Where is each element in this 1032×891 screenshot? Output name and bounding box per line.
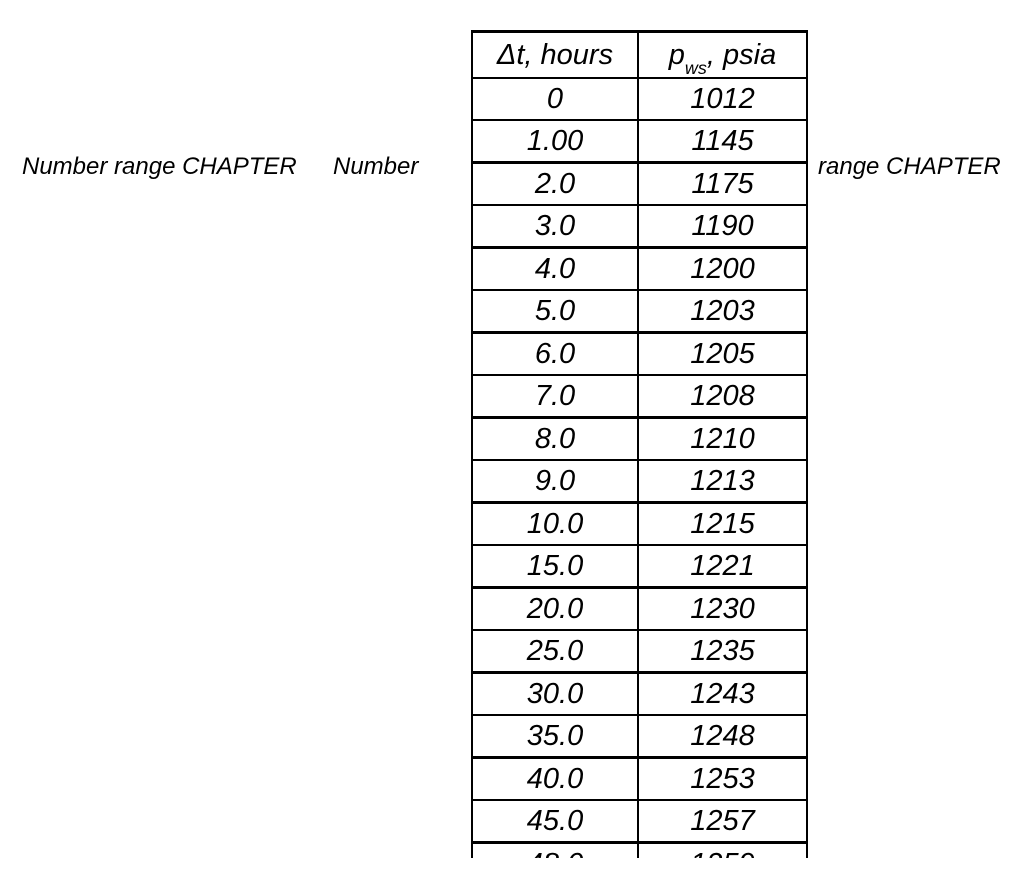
table-row: 45.0 1257 [472, 800, 807, 844]
table-row: 20.0 1230 [472, 587, 807, 631]
table-row: 35.0 1248 [472, 715, 807, 759]
header-row: Δt, hours pws, psia [472, 31, 807, 79]
table-row: 2.0 1175 [472, 162, 807, 206]
table-row: 6.0 1205 [472, 332, 807, 376]
pws-value-cell: 1208 [638, 375, 807, 419]
delta-t-value-cell: 35.0 [472, 715, 639, 759]
delta-t-value-cell: 0 [472, 78, 639, 121]
pws-value-cell: 1203 [638, 290, 807, 334]
pws-value-cell: 1145 [638, 120, 807, 164]
delta-t-value-cell: 15.0 [472, 545, 639, 589]
pws-base: p [668, 38, 685, 71]
table-row: 15.0 1221 [472, 545, 807, 589]
left-caption-number: Number [333, 153, 419, 180]
pws-value-cell: 1175 [638, 162, 807, 206]
pws-value-cell: 1210 [638, 417, 807, 461]
pws-value-cell: 1243 [638, 672, 807, 716]
pressure-table-container: Δt, hours pws, psia 0 1012 1.00 1145 2.0 1175… [471, 30, 816, 858]
delta-t-value-cell: 10.0 [472, 502, 639, 546]
right-caption-text: range CHAPTER [818, 153, 1001, 180]
pws-value-cell: 1221 [638, 545, 807, 589]
pws-value-cell: 1190 [638, 205, 807, 249]
table-row: 48.01259 [472, 842, 807, 858]
delta-t-label: Δt, hours [496, 38, 614, 71]
table-header: Δt, hours pws, psia [472, 31, 807, 79]
table-row: 7.0 1208 [472, 375, 807, 419]
pws-value-cell: 1248 [638, 715, 807, 759]
pws-value-cell: 1230 [638, 587, 807, 631]
delta-t-value-cell: 8.0 [472, 417, 639, 461]
pws-units: , psia [706, 38, 777, 71]
table-row: 9.0 1213 [472, 460, 807, 504]
table-row: 10.0 1215 [472, 502, 807, 546]
pws-value-cell: 1235 [638, 630, 807, 674]
delta-t-value-cell: 9.0 [472, 460, 639, 504]
delta-t-value-cell: 2.0 [472, 162, 639, 206]
pws-value-cell: 1200 [638, 247, 807, 291]
delta-t-value-cell: 5.0 [472, 290, 639, 334]
table-row: 25.0 1235 [472, 630, 807, 674]
column-header-pws: pws, psia [638, 31, 807, 79]
table-row: 3.0 1190 [472, 205, 807, 249]
table-row: 1.00 1145 [472, 120, 807, 164]
table-body: 0 1012 1.00 1145 2.0 1175 3.0 1190 4.0 1200 5.0 120… [472, 78, 807, 858]
delta-t-value-cell: 7.0 [472, 375, 639, 419]
table-row: 4.0 1200 [472, 247, 807, 291]
table-row: 0 1012 [472, 78, 807, 121]
delta-t-value-cell: 45.0 [472, 800, 639, 844]
table-row: 40.0 1253 [472, 757, 807, 801]
table-row: 5.0 1203 [472, 290, 807, 334]
delta-t-value-cell: 40.0 [472, 757, 639, 801]
pws-value-cell: 1215 [638, 502, 807, 546]
left-caption-text: Number range CHAPTER [22, 153, 297, 180]
delta-t-value-cell: 4.0 [472, 247, 639, 291]
delta-t-value-cell: 20.0 [472, 587, 639, 631]
delta-t-value-cell: 25.0 [472, 630, 639, 674]
pws-value-cell: 1205 [638, 332, 807, 376]
pws-subscript: ws [684, 57, 707, 78]
delta-t-value-cell: 1.00 [472, 120, 639, 164]
column-header-delta-t: Δt, hours [472, 31, 639, 79]
pws-value-cell: 1259 [638, 842, 807, 858]
table-row: 8.0 1210 [472, 417, 807, 461]
pws-value-cell: 1253 [638, 757, 807, 801]
delta-t-value-cell: 3.0 [472, 205, 639, 249]
pws-value-cell: 1257 [638, 800, 807, 844]
pws-value-cell: 1012 [638, 78, 807, 121]
delta-t-value-cell: 30.0 [472, 672, 639, 716]
pws-value-cell: 1213 [638, 460, 807, 504]
pressure-buildup-table: Δt, hours pws, psia 0 1012 1.00 1145 2.0 1175… [471, 30, 808, 858]
table-row: 30.0 1243 [472, 672, 807, 716]
delta-t-value-cell: 6.0 [472, 332, 639, 376]
delta-t-value-cell: 48.0 [472, 842, 639, 858]
